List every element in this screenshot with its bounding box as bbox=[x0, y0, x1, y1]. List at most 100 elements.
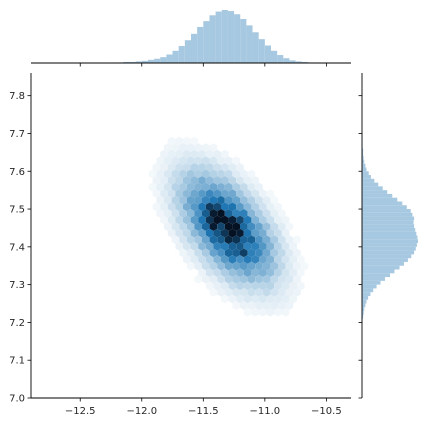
hexbin-cell bbox=[243, 215, 252, 225]
marginal-y-bar bbox=[362, 178, 375, 183]
hexbin-cell bbox=[281, 215, 290, 225]
hexbin-cell bbox=[183, 255, 191, 264]
hexbin-cell bbox=[152, 202, 161, 212]
hexbin-cell bbox=[205, 162, 214, 172]
hexbin-cell bbox=[259, 228, 267, 238]
hexbin-cell bbox=[247, 209, 256, 218]
hexbin-cell bbox=[209, 261, 218, 271]
marginal-x-bar bbox=[258, 39, 265, 63]
hexbin-cell bbox=[255, 235, 263, 245]
hexbin-cell bbox=[274, 255, 282, 264]
hexbin-cell bbox=[255, 301, 263, 310]
hexbin-cell bbox=[228, 162, 237, 172]
hexbin-cell bbox=[194, 195, 202, 205]
hexbin-cell bbox=[179, 182, 187, 192]
hexbin-cell bbox=[289, 268, 297, 278]
marginal-y-bar bbox=[362, 265, 400, 270]
hexbin-cell bbox=[224, 248, 233, 258]
hexbin-cell bbox=[297, 281, 305, 291]
hexbin-cell bbox=[160, 215, 168, 225]
hexbin-cell bbox=[270, 248, 278, 258]
hexbin-cell bbox=[236, 176, 244, 185]
hexbin-cell bbox=[281, 241, 290, 251]
y-tick-label: 7.2 bbox=[9, 318, 25, 329]
hexbin-cell bbox=[247, 169, 256, 179]
hexbin-cell bbox=[205, 215, 214, 225]
hexbin-cell bbox=[278, 288, 286, 297]
hexbin-cell bbox=[255, 274, 263, 284]
marginal-x-histogram bbox=[31, 10, 351, 67]
hexbin-cell bbox=[221, 228, 229, 238]
marginal-x-bar bbox=[197, 26, 204, 63]
hexbin-cell bbox=[251, 281, 259, 291]
hexbin-cell bbox=[164, 156, 172, 166]
hexbin-cell bbox=[205, 149, 214, 159]
marginal-x-bar bbox=[246, 25, 253, 63]
hexbin-cell bbox=[156, 209, 164, 218]
hexbin-cell bbox=[209, 195, 218, 205]
hexbin-cell bbox=[243, 189, 252, 199]
hexbin-cell bbox=[179, 169, 187, 179]
hexbin-cell bbox=[175, 241, 183, 251]
hexbin-cell bbox=[251, 255, 259, 264]
hexbin-cell bbox=[281, 307, 290, 317]
hexbin-cell bbox=[270, 274, 278, 284]
hexbin-cell bbox=[293, 261, 301, 271]
hexbin-cell bbox=[217, 235, 225, 245]
hexbin-cell bbox=[190, 136, 199, 146]
hexbin-cell bbox=[198, 268, 206, 278]
hexbin-cell bbox=[259, 281, 267, 291]
hexbin-cell bbox=[232, 169, 240, 179]
hexbin-cell bbox=[251, 189, 259, 199]
hexbin-cell bbox=[270, 261, 278, 271]
hexbin-cell bbox=[186, 156, 195, 166]
hexbin-cell bbox=[240, 235, 248, 245]
hexbin-cell bbox=[232, 301, 240, 310]
marginal-x-bar bbox=[178, 46, 185, 63]
marginal-y-bar bbox=[362, 277, 385, 281]
hexbin-cell bbox=[213, 241, 221, 251]
hexbin-cell bbox=[198, 228, 206, 238]
hexbin-cell bbox=[179, 143, 187, 152]
marginal-x-bar bbox=[203, 21, 210, 64]
hexbin-cell bbox=[240, 248, 248, 258]
hexbin-cell bbox=[285, 261, 294, 271]
y-tick-label: 7.7 bbox=[9, 129, 25, 140]
hexbin-cell bbox=[205, 228, 214, 238]
hexbin-cell bbox=[285, 235, 294, 245]
hexbin-cell bbox=[202, 209, 210, 218]
hexbin-cell bbox=[224, 274, 233, 284]
hexbin-cell bbox=[262, 209, 271, 218]
hexbin-cell bbox=[236, 215, 244, 225]
marginal-y-bar bbox=[362, 201, 403, 206]
hexbin-cell bbox=[217, 274, 225, 284]
marginal-x-bar bbox=[271, 50, 278, 63]
hexbin-cell bbox=[175, 202, 183, 212]
marginal-x-bar bbox=[301, 61, 308, 63]
hexbin-cell bbox=[186, 248, 195, 258]
hexbin-cell bbox=[278, 248, 286, 258]
hexbin-cell bbox=[247, 248, 256, 258]
hexbin-cell bbox=[213, 202, 221, 212]
hexbin-cell bbox=[228, 294, 237, 304]
hexbin-cell bbox=[209, 235, 218, 245]
hexbin-cell bbox=[213, 176, 221, 185]
hexbin-cell bbox=[232, 222, 240, 231]
hexbin-cell bbox=[262, 235, 271, 245]
hexbin-cell bbox=[262, 222, 271, 231]
hexbin-cell bbox=[179, 156, 187, 166]
hexbin-cell bbox=[183, 149, 191, 159]
hexbin-cell bbox=[240, 274, 248, 284]
hexbin-cell bbox=[228, 189, 237, 199]
hexbin-cell bbox=[255, 248, 263, 258]
hexbin-cell bbox=[259, 189, 267, 199]
hexbin-cell bbox=[205, 202, 214, 212]
hexbin-cell bbox=[228, 255, 237, 264]
hexbin-cell bbox=[209, 274, 218, 284]
hexbin-cell bbox=[221, 294, 229, 304]
hexbin-cell bbox=[293, 235, 301, 245]
hexbin-cell bbox=[202, 222, 210, 231]
hexbin-cell bbox=[175, 215, 183, 225]
hexbin-cell bbox=[266, 228, 275, 238]
hexbin-cell bbox=[259, 202, 267, 212]
